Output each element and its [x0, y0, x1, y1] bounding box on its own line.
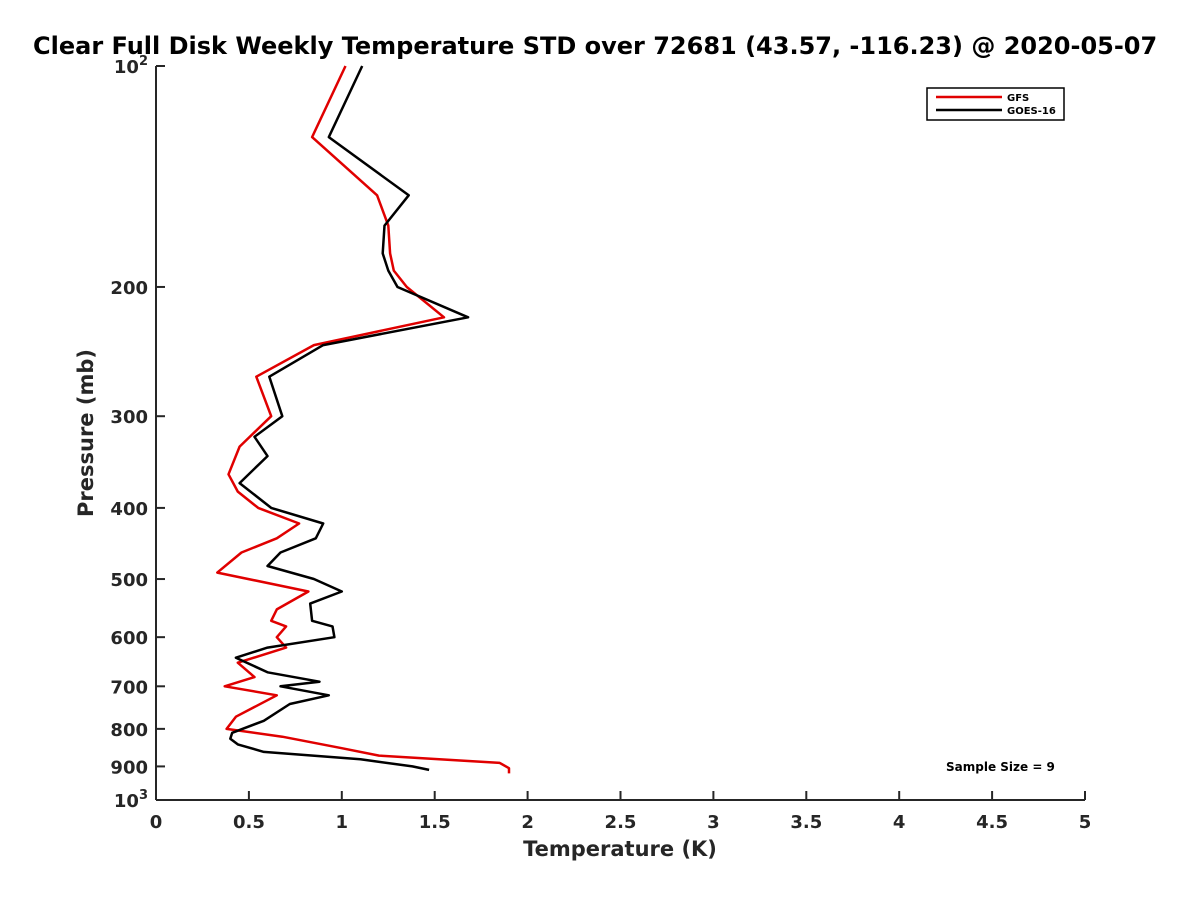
x-tick-label: 1 [336, 812, 349, 833]
y-tick-label: 200 [110, 278, 148, 299]
x-tick-label: 4 [893, 812, 906, 833]
series-layer [216, 65, 511, 774]
x-axis-label: Temperature (K) [523, 837, 717, 861]
x-tick-label: 3 [707, 812, 720, 833]
y-axis-label: Pressure (mb) [74, 349, 98, 517]
x-tick-label: 1.5 [419, 812, 451, 833]
x-tick-label: 2 [521, 812, 534, 833]
x-tick-label: 4.5 [976, 812, 1008, 833]
x-tick-label: 5 [1079, 812, 1092, 833]
plot-area: 0 0.5 1 1.5 2 2.5 3 3.5 4 4.5 5 102 200 300 400 500 600… [110, 54, 1091, 833]
y-tick-label: 500 [110, 570, 148, 591]
x-tick-label: 3.5 [790, 812, 822, 833]
x-tick-label: 0 [150, 812, 163, 833]
y-tick-label: 900 [110, 757, 148, 778]
y-tick-label: 400 [110, 499, 148, 520]
y-tick-label: 300 [110, 407, 148, 428]
legend-label-goes16: GOES-16 [1007, 106, 1056, 117]
y-tick-label: 800 [110, 720, 148, 741]
y-tick-label: 103 [114, 788, 148, 812]
series-line-goes16 [229, 65, 470, 772]
legend-label-gfs: GFS [1007, 93, 1029, 104]
legend: GFS GOES-16 [926, 87, 1065, 121]
legend-box [926, 87, 1065, 121]
x-tick-label: 2.5 [605, 812, 637, 833]
x-axis-ticks: 0 0.5 1 1.5 2 2.5 3 3.5 4 4.5 5 [150, 791, 1092, 833]
y-axis-ticks: 102 200 300 400 500 600 700 800 900 103 [110, 54, 165, 812]
series-line-gfs [216, 65, 511, 774]
sample-size-annotation: Sample Size = 9 [946, 760, 1055, 774]
x-tick-label: 0.5 [233, 812, 265, 833]
y-tick-label: 700 [110, 677, 148, 698]
y-tick-label: 600 [110, 628, 148, 649]
chart-title: Clear Full Disk Weekly Temperature STD o… [33, 32, 1157, 60]
y-tick-label: 102 [114, 54, 148, 78]
